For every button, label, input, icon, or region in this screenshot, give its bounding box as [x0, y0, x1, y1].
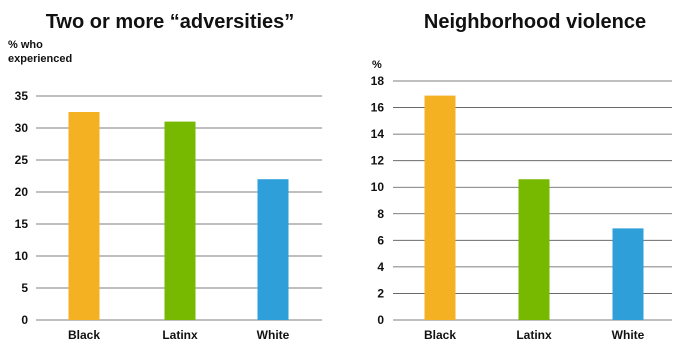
- bar-black: [68, 112, 100, 320]
- y-tick-label: 18: [371, 74, 385, 88]
- bar-white: [257, 179, 289, 320]
- y-tick-label: 25: [15, 153, 29, 167]
- y-tick-label: 5: [21, 281, 28, 295]
- y-tick-label: 30: [15, 121, 29, 135]
- x-tick-label: White: [257, 328, 290, 342]
- y-tick-label: 6: [377, 233, 384, 247]
- bar-black: [424, 95, 456, 320]
- y-tick-label: 10: [15, 249, 29, 263]
- y-axis-label: % who: [8, 39, 43, 51]
- y-tick-label: 2: [377, 286, 384, 300]
- y-tick-label: 20: [15, 185, 29, 199]
- x-tick-label: White: [612, 328, 645, 342]
- y-tick-label: 0: [21, 313, 28, 327]
- y-tick-label: 16: [371, 101, 385, 115]
- y-tick-label: 35: [15, 89, 29, 103]
- x-tick-label: Latinx: [516, 328, 552, 342]
- y-tick-label: 8: [377, 207, 384, 221]
- y-tick-label: 12: [371, 154, 385, 168]
- chart-title: Two or more “adversities”: [46, 11, 295, 33]
- y-tick-label: 10: [371, 180, 385, 194]
- y-axis-label: %: [372, 59, 382, 71]
- x-tick-label: Latinx: [162, 328, 198, 342]
- bar-white: [612, 228, 644, 320]
- chart-1: Two or more “adversities”% who experience…: [8, 11, 322, 342]
- y-tick-label: 4: [377, 260, 384, 274]
- bar-latinx: [518, 179, 550, 320]
- bar-latinx: [164, 121, 196, 320]
- y-tick-label: 15: [15, 217, 29, 231]
- x-tick-label: Black: [424, 328, 456, 342]
- x-tick-label: Black: [68, 328, 100, 342]
- y-tick-label: 0: [377, 313, 384, 327]
- chart-2: Neighborhood violence% 0 2 4 6 8 10 12 14 16 18 Bla…: [371, 11, 672, 342]
- y-axis-label: experienced: [8, 53, 72, 65]
- y-tick-label: 14: [371, 127, 385, 141]
- chart-title: Neighborhood violence: [424, 11, 646, 33]
